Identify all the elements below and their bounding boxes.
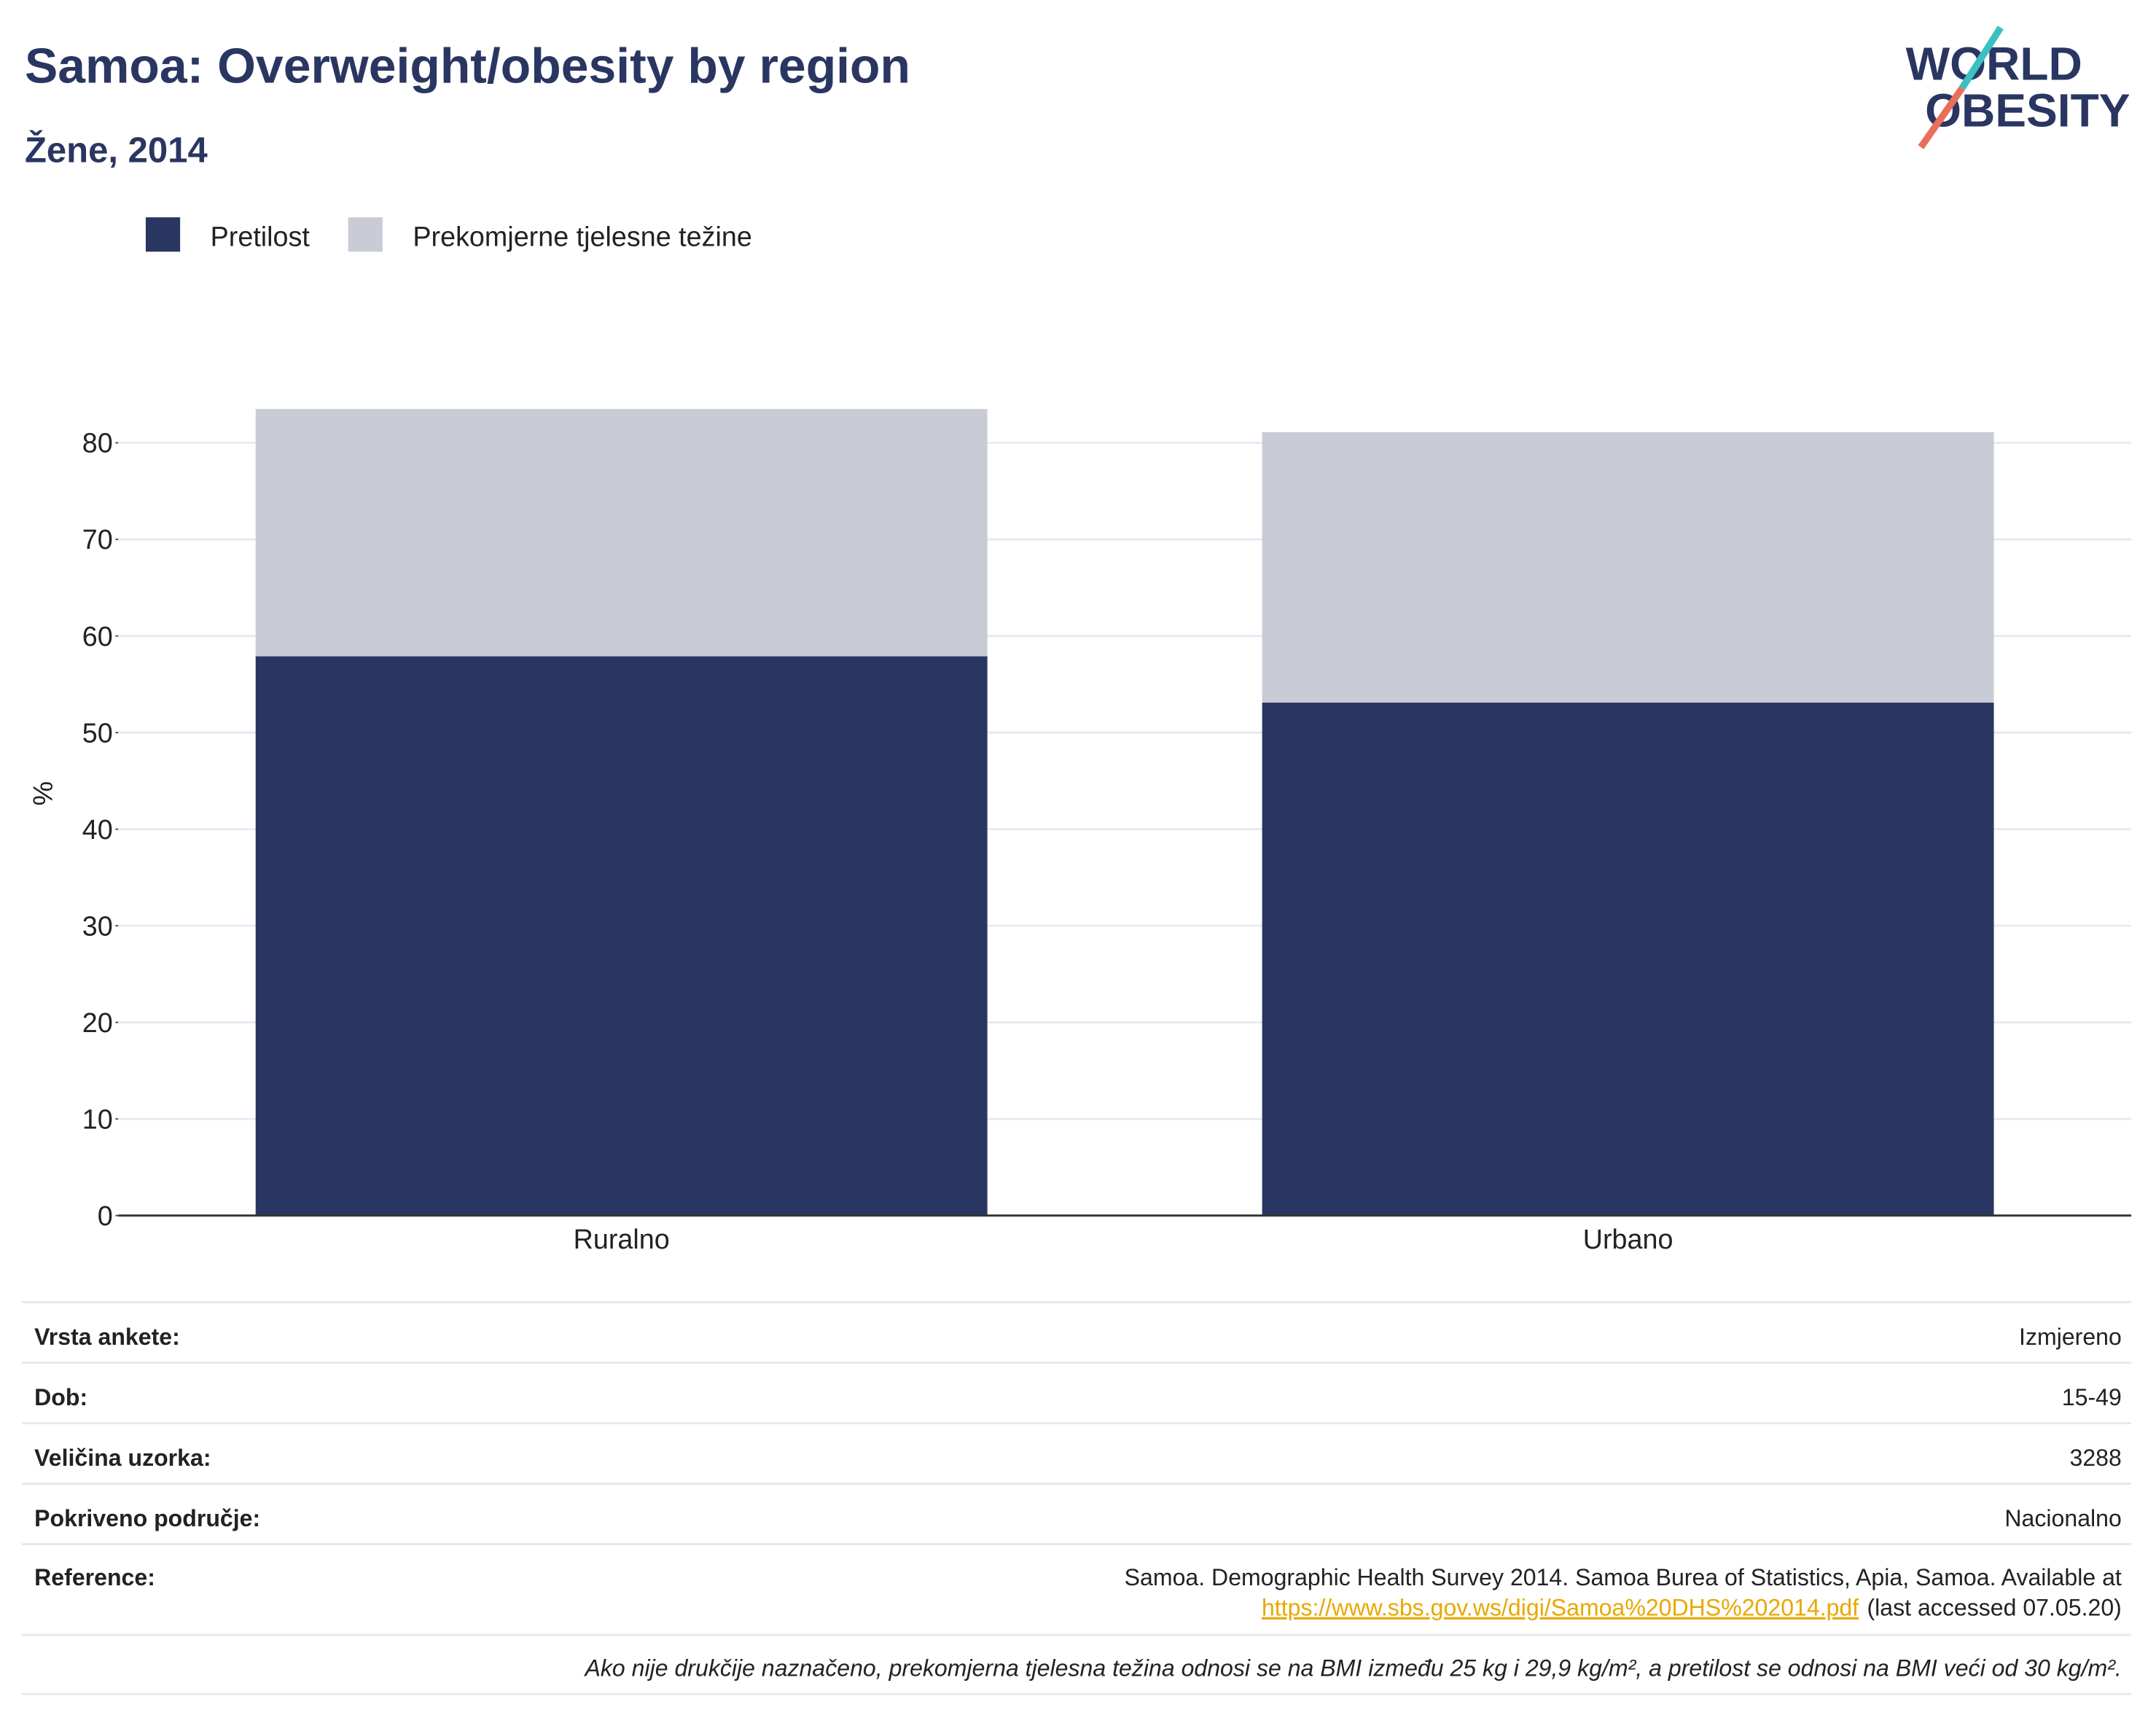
row-value: 15-49 [2062, 1384, 2122, 1410]
y-axis-label: % [28, 781, 58, 806]
reference-accessed: (last accessed 07.05.20) [1867, 1595, 2122, 1621]
y-tick-label: 60 [82, 621, 113, 652]
row-label: Pokriveno područje: [34, 1505, 260, 1531]
logo-slash [1918, 86, 1965, 149]
bar-segment [1262, 703, 1994, 1216]
y-tick-label: 20 [82, 1007, 113, 1038]
legend-label: Prekomjerne tjelesne težine [413, 222, 751, 252]
y-tick-label: 10 [82, 1104, 113, 1134]
logo-slash [1959, 26, 2004, 90]
x-tick-label: Ruralno [574, 1224, 670, 1254]
x-tick-label: Urbano [1583, 1224, 1673, 1254]
y-tick-label: 30 [82, 910, 113, 941]
reference-text: Samoa. Demographic Health Survey 2014. S… [1125, 1564, 2122, 1590]
reference-link[interactable]: https://www.sbs.gov.ws/digi/Samoa%20DHS%… [1262, 1595, 1859, 1621]
bar-segment [255, 409, 988, 657]
row-label: Vrsta ankete: [34, 1324, 180, 1350]
legend-label: Pretilost [211, 222, 310, 252]
legend-swatch [348, 217, 383, 252]
bar-segment [1262, 431, 1994, 703]
chart-subtitle: Žene, 2014 [25, 130, 208, 171]
footnote: Ako nije drukčije naznačeno, prekomjerna… [584, 1655, 2122, 1682]
y-tick-label: 70 [82, 524, 113, 555]
chart-title: Samoa: Overweight/obesity by region [25, 39, 910, 93]
y-tick-label: 40 [82, 814, 113, 845]
logo-text: WORLD [1906, 37, 2082, 90]
legend-swatch [145, 217, 181, 252]
row-label: Dob: [34, 1384, 87, 1410]
logo: WORLD OBESITY [1906, 26, 2130, 149]
info-table: Vrsta ankete: Izmjereno Dob: 15-49 Veličina … [22, 1301, 2132, 1695]
y-tick-label: 80 [82, 428, 113, 458]
row-label: Reference: [34, 1564, 155, 1590]
row-label: Veličina uzorka: [34, 1445, 211, 1471]
bar-segment [255, 656, 988, 1216]
y-tick-label: 50 [82, 717, 113, 748]
row-value: Izmjereno [2019, 1324, 2122, 1350]
row-value: Nacionalno [2004, 1505, 2121, 1531]
y-tick-label: 0 [98, 1200, 113, 1231]
row-value: 3288 [2070, 1445, 2122, 1471]
